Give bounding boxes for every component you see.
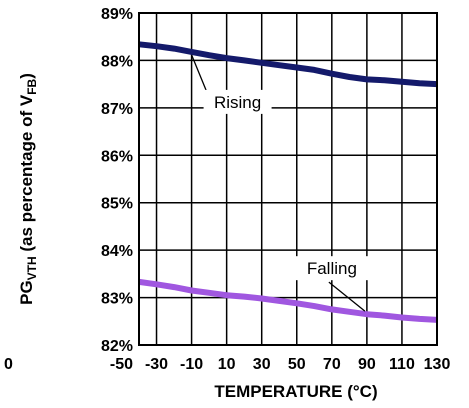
series-line-falling (138, 278, 438, 323)
annotation-background (294, 256, 369, 281)
x-tick-label: 90 (358, 356, 376, 373)
y-axis-label: PGVTH (as percentage of VFB) (17, 73, 39, 305)
x-tick-label: 10 (218, 356, 236, 373)
y-tick-label: 89% (101, 6, 133, 23)
series-lines (138, 41, 438, 323)
y-tick-labels: 82% 83% 84% 85% 86% 87% 88% 89% (101, 6, 133, 355)
annotation-background (203, 89, 272, 114)
x-tick-label: 70 (323, 356, 341, 373)
y-tick-label: 86% (101, 148, 133, 165)
annotations: Rising Falling (190, 54, 369, 312)
series-line-rising (138, 41, 438, 88)
y-tick-label: 82% (101, 338, 133, 355)
x-tick-label: 50 (288, 356, 306, 373)
y-axis-label-end: ) (17, 73, 36, 79)
y-tick-label: 87% (101, 101, 133, 118)
x-tick-label: 130 (424, 356, 451, 373)
annotation-label: Rising (214, 93, 261, 112)
y-tick-label: 88% (101, 53, 133, 70)
annotation-label: Falling (307, 259, 357, 278)
x-tick-label: -10 (180, 356, 203, 373)
edge-label: 0 (4, 356, 13, 373)
x-axis-label: TEMPERATURE (°C) (214, 382, 377, 401)
annotation-leader (190, 54, 209, 95)
y-axis-label-rest: (as percentage of V (17, 94, 36, 256)
x-tick-labels: -50 -30 -10 10 30 50 70 90 110 130 (110, 356, 451, 373)
x-tick-label: -30 (145, 356, 168, 373)
y-tick-label: 83% (101, 291, 133, 308)
y-axis-label-sub2: FB (25, 78, 39, 94)
y-axis-label-sub: VTH (25, 256, 39, 280)
y-tick-label: 85% (101, 196, 133, 213)
plot-frame (138, 12, 438, 346)
y-axis-label-main: PG (17, 280, 36, 305)
x-tick-label: 110 (389, 356, 415, 373)
gridlines (139, 13, 437, 345)
x-tick-label: 30 (253, 356, 271, 373)
annotation-leader (328, 281, 366, 312)
y-tick-label: 84% (101, 243, 133, 260)
x-tick-label: -50 (110, 356, 133, 373)
